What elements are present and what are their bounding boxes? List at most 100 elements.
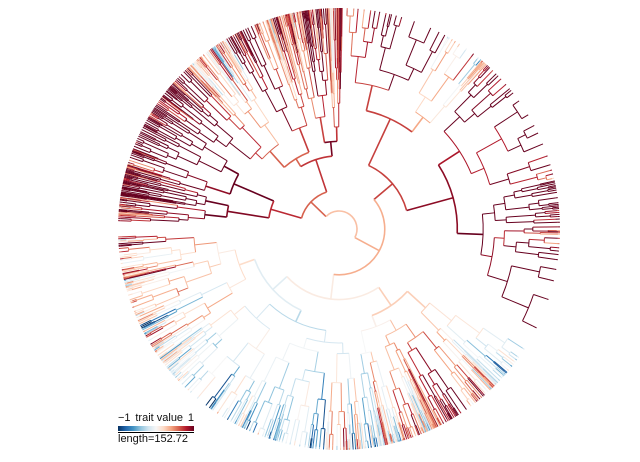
branch xyxy=(451,340,467,356)
branch xyxy=(336,8,338,58)
branch xyxy=(131,243,143,246)
branch xyxy=(388,433,392,442)
branch xyxy=(168,189,198,198)
branch xyxy=(148,120,160,128)
branch xyxy=(160,98,163,101)
branch xyxy=(167,109,186,122)
branch xyxy=(143,269,167,276)
branch xyxy=(204,55,220,75)
legend-title-row: −1 trait value 1 xyxy=(118,412,194,424)
branch xyxy=(141,327,144,330)
branch xyxy=(330,82,332,94)
branch xyxy=(521,115,527,120)
branch xyxy=(126,166,137,170)
branch xyxy=(149,247,172,251)
branch-arc xyxy=(268,200,275,219)
branch xyxy=(444,406,452,418)
branch xyxy=(179,354,198,371)
branch xyxy=(217,391,226,402)
branch xyxy=(230,35,236,43)
branch xyxy=(312,413,315,425)
branch xyxy=(176,296,203,311)
branch xyxy=(476,71,492,87)
branch xyxy=(126,280,134,284)
branch xyxy=(210,406,213,410)
branch xyxy=(501,358,511,366)
branch xyxy=(428,413,437,428)
branch xyxy=(139,168,163,176)
branch xyxy=(406,393,412,404)
branch xyxy=(306,49,311,68)
branch xyxy=(165,139,179,148)
branch xyxy=(399,439,402,442)
branch xyxy=(214,48,225,63)
branch xyxy=(391,434,395,442)
branch xyxy=(181,134,193,143)
branch-arc xyxy=(193,348,196,351)
branch xyxy=(282,404,287,414)
branch xyxy=(128,161,131,164)
branch xyxy=(430,394,446,420)
branch xyxy=(249,403,258,421)
branch xyxy=(122,194,130,197)
branch xyxy=(156,131,180,145)
branch xyxy=(205,200,229,207)
branch xyxy=(226,76,241,96)
branch xyxy=(332,81,334,95)
branch-arc xyxy=(185,171,190,179)
branch xyxy=(407,427,411,435)
branch-arc xyxy=(166,145,169,149)
branch xyxy=(126,289,132,292)
branch xyxy=(320,8,323,19)
branch xyxy=(255,328,271,349)
branch xyxy=(170,362,179,370)
branch-arc xyxy=(179,249,182,260)
branch xyxy=(137,137,140,140)
branch xyxy=(510,176,538,185)
branch xyxy=(222,61,234,78)
branch xyxy=(388,74,395,91)
branch xyxy=(130,154,133,157)
branch xyxy=(388,408,392,418)
branch xyxy=(206,332,217,342)
branch xyxy=(268,436,270,439)
branch-arc xyxy=(185,196,187,201)
branch xyxy=(135,146,150,154)
branch xyxy=(131,277,154,285)
branch xyxy=(155,294,180,306)
branch xyxy=(298,64,306,90)
branch-arc xyxy=(189,79,193,83)
branch xyxy=(161,352,174,363)
branch xyxy=(258,427,262,433)
branch-arc xyxy=(371,290,409,317)
branch xyxy=(131,157,143,163)
branch xyxy=(302,42,306,51)
branch xyxy=(298,83,303,94)
branch xyxy=(121,186,130,190)
branch xyxy=(471,392,478,400)
branch xyxy=(473,58,478,64)
branch xyxy=(393,434,396,441)
branch xyxy=(353,378,357,402)
branch xyxy=(174,351,196,370)
branch xyxy=(251,71,263,92)
branch xyxy=(121,191,146,197)
branch xyxy=(139,268,148,272)
branch xyxy=(175,375,178,378)
branch xyxy=(434,36,445,54)
branch xyxy=(129,156,133,159)
branch xyxy=(350,32,354,56)
branch-arc xyxy=(495,349,499,353)
branch xyxy=(254,24,257,27)
branch xyxy=(375,421,381,445)
branch xyxy=(121,198,128,201)
branch xyxy=(316,11,320,29)
branch xyxy=(140,325,143,328)
branch xyxy=(435,395,450,419)
branch xyxy=(128,170,141,175)
branch xyxy=(205,82,218,97)
branch xyxy=(120,193,162,201)
branch-arc xyxy=(484,354,487,358)
branch xyxy=(185,272,212,283)
branch-arc xyxy=(167,315,169,317)
